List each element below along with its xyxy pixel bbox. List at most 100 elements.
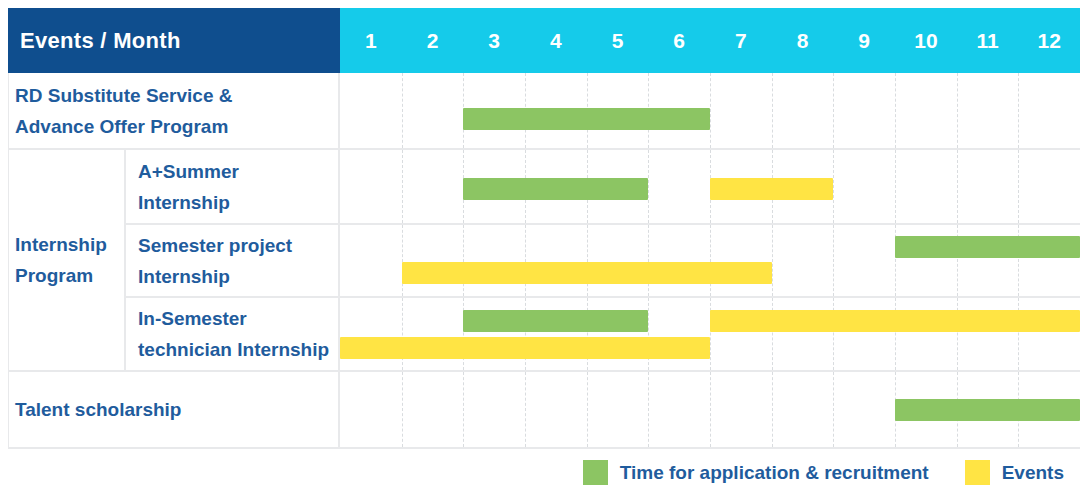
month-gridline [463, 225, 464, 296]
month-gridline [957, 73, 958, 148]
month-gridline [772, 372, 773, 447]
table-row: Semester projectInternship [126, 223, 1080, 296]
month-gridline [710, 372, 711, 447]
row-label-line: A+Summer [138, 156, 338, 187]
group-label: InternshipProgram [9, 150, 126, 370]
month-header-cell: 6 [648, 8, 710, 73]
month-gridline [895, 150, 896, 223]
month-gridline [587, 372, 588, 447]
month-gridline [772, 225, 773, 296]
month-gridline [833, 150, 834, 223]
row-label-line: Talent scholarship [15, 394, 338, 425]
event-bar [710, 178, 833, 200]
month-number: 5 [612, 29, 624, 53]
row-label-line: technician Internship [138, 334, 338, 365]
month-gridline [463, 372, 464, 447]
row-group: Talent scholarship [9, 370, 1080, 447]
event-bar [710, 310, 1080, 332]
month-number: 8 [797, 29, 809, 53]
month-gridline [710, 298, 711, 370]
month-gridline [648, 372, 649, 447]
application-bar [895, 236, 1080, 258]
event-bar [402, 262, 772, 284]
table-row: A+SummerInternship [126, 150, 1080, 223]
month-gridline [587, 225, 588, 296]
row-label-line: Internship [138, 187, 338, 218]
row-label: RD Substitute Service &Advance Offer Pro… [9, 73, 340, 148]
group-rows: Talent scholarship [9, 372, 1080, 447]
month-gridline [833, 225, 834, 296]
month-number: 1 [365, 29, 377, 53]
month-header-cell: 8 [772, 8, 834, 73]
application-bar [895, 399, 1080, 421]
month-header-cell: 3 [463, 8, 525, 73]
month-gridline [648, 225, 649, 296]
month-gridline [525, 225, 526, 296]
month-header-cell: 9 [833, 8, 895, 73]
month-header-cell: 7 [710, 8, 772, 73]
row-timeline [340, 225, 1080, 296]
row-timeline [340, 298, 1080, 370]
legend-item-events: Events [965, 460, 1064, 485]
row-timeline [340, 73, 1080, 148]
month-gridline [525, 298, 526, 370]
month-header-cell: 11 [957, 8, 1019, 73]
month-number: 12 [1038, 29, 1061, 53]
application-bar [463, 178, 648, 200]
page-title: Events / Month [20, 28, 181, 54]
month-header-cell: 2 [402, 8, 464, 73]
month-gridline [957, 298, 958, 370]
row-label: Semester projectInternship [126, 225, 340, 296]
month-number: 3 [488, 29, 500, 53]
row-label-line: In-Semester [138, 303, 338, 334]
month-gridline [772, 73, 773, 148]
month-gridline [402, 73, 403, 148]
row-timeline [340, 150, 1080, 223]
table-body: RD Substitute Service &Advance Offer Pro… [8, 73, 1080, 449]
row-group-internship-program: InternshipProgramA+SummerInternshipSemes… [9, 148, 1080, 370]
legend-label: Time for application & recruitment [620, 462, 929, 484]
month-gridline [525, 372, 526, 447]
month-gridline [833, 73, 834, 148]
month-number: 4 [550, 29, 562, 53]
month-gridline [463, 298, 464, 370]
row-timeline [340, 372, 1080, 447]
month-header-row: 123456789101112 [340, 8, 1080, 73]
month-header-cell: 12 [1018, 8, 1080, 73]
group-rows: A+SummerInternshipSemester projectIntern… [126, 150, 1080, 370]
month-gridline [402, 225, 403, 296]
month-gridline [402, 372, 403, 447]
row-label: Talent scholarship [9, 372, 340, 447]
month-gridline [1018, 298, 1019, 370]
row-label-line: RD Substitute Service & [15, 80, 338, 111]
legend-label: Events [1002, 462, 1064, 484]
month-gridline [587, 298, 588, 370]
month-gridline [1018, 73, 1019, 148]
row-group: RD Substitute Service &Advance Offer Pro… [9, 73, 1080, 148]
month-gridline [710, 73, 711, 148]
group-label-line: Internship [15, 229, 124, 260]
month-gridline [402, 150, 403, 223]
month-gridline [833, 372, 834, 447]
month-header-cell: 4 [525, 8, 587, 73]
row-label: A+SummerInternship [126, 150, 340, 223]
month-gridline [895, 298, 896, 370]
month-number: 11 [976, 29, 998, 53]
month-header-cell: 10 [895, 8, 957, 73]
gantt-chart-canvas: Events / Month 123456789101112 RD Substi… [0, 0, 1080, 494]
table-header-row: Events / Month 123456789101112 [8, 8, 1080, 73]
row-label-line: Advance Offer Program [15, 111, 338, 142]
legend-item-application: Time for application & recruitment [583, 460, 929, 485]
row-label-line: Internship [138, 261, 338, 292]
month-gridline [957, 150, 958, 223]
month-number: 7 [735, 29, 747, 53]
row-label: In-Semestertechnician Internship [126, 298, 340, 370]
month-header-cell: 1 [340, 8, 402, 73]
month-gridline [895, 73, 896, 148]
month-gridline [648, 150, 649, 223]
month-number: 10 [914, 29, 937, 53]
header-title-cell: Events / Month [8, 8, 340, 73]
row-label-line: Semester project [138, 230, 338, 261]
application-bar [463, 310, 648, 332]
group-label-line: Program [15, 260, 124, 291]
